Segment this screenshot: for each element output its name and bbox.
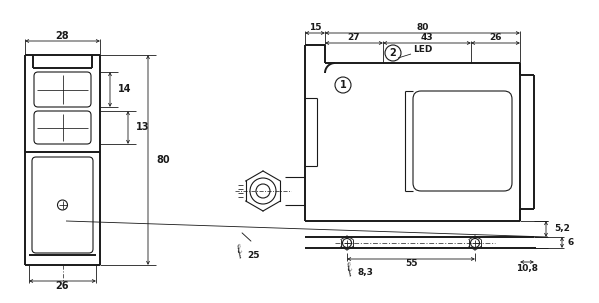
Text: 8,3: 8,3: [357, 268, 373, 278]
Text: 6: 6: [568, 238, 574, 247]
Text: 43: 43: [420, 34, 433, 42]
Text: 80: 80: [416, 24, 429, 32]
Text: 55: 55: [405, 259, 418, 268]
Text: 80: 80: [156, 155, 170, 165]
Text: 26: 26: [56, 281, 69, 291]
Text: 28: 28: [56, 31, 69, 41]
Text: 10,8: 10,8: [516, 264, 538, 272]
Text: 26: 26: [489, 34, 502, 42]
Text: 14: 14: [118, 85, 132, 95]
Text: 2: 2: [389, 48, 397, 58]
Text: 5,2: 5,2: [554, 225, 570, 234]
Text: $\mathscr{f}$: $\mathscr{f}$: [231, 241, 250, 261]
Text: 25: 25: [247, 251, 259, 259]
Text: 13: 13: [136, 122, 150, 132]
Text: $\mathscr{f}$: $\mathscr{f}$: [340, 259, 359, 279]
Text: 15: 15: [308, 24, 321, 32]
Text: LED: LED: [413, 45, 432, 55]
Text: 1: 1: [340, 80, 346, 90]
Text: 27: 27: [347, 34, 361, 42]
